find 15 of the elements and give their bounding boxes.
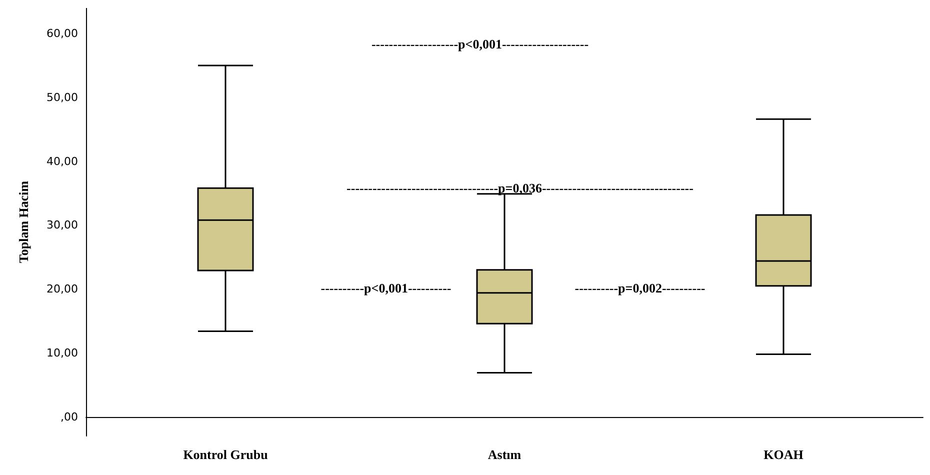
y-tick-label: 10,00 <box>46 346 78 360</box>
y-tick-label: 50,00 <box>46 90 78 104</box>
y-tick-label: 20,00 <box>46 282 78 296</box>
y-axis-title: Toplam Hacim <box>16 180 31 264</box>
annotation: ----------p<0,001---------- <box>320 280 452 296</box>
annotation: --------------------p<0,001-------------------- <box>371 36 589 52</box>
x-tick-label: KOAH <box>764 447 804 462</box>
x-tick-label: Astım <box>488 447 522 462</box>
y-tick-label: 40,00 <box>46 154 78 168</box>
x-tick-label: Kontrol Grubu <box>183 447 268 462</box>
y-tick-label: ,00 <box>60 410 78 424</box>
y-tick-label: 30,00 <box>46 218 78 232</box>
annotation: ----------p=0,002---------- <box>574 280 706 296</box>
annotation: -----------------------------------p=0,036----------------------------------- <box>346 180 694 196</box>
y-tick-label: 60,00 <box>46 27 78 40</box>
